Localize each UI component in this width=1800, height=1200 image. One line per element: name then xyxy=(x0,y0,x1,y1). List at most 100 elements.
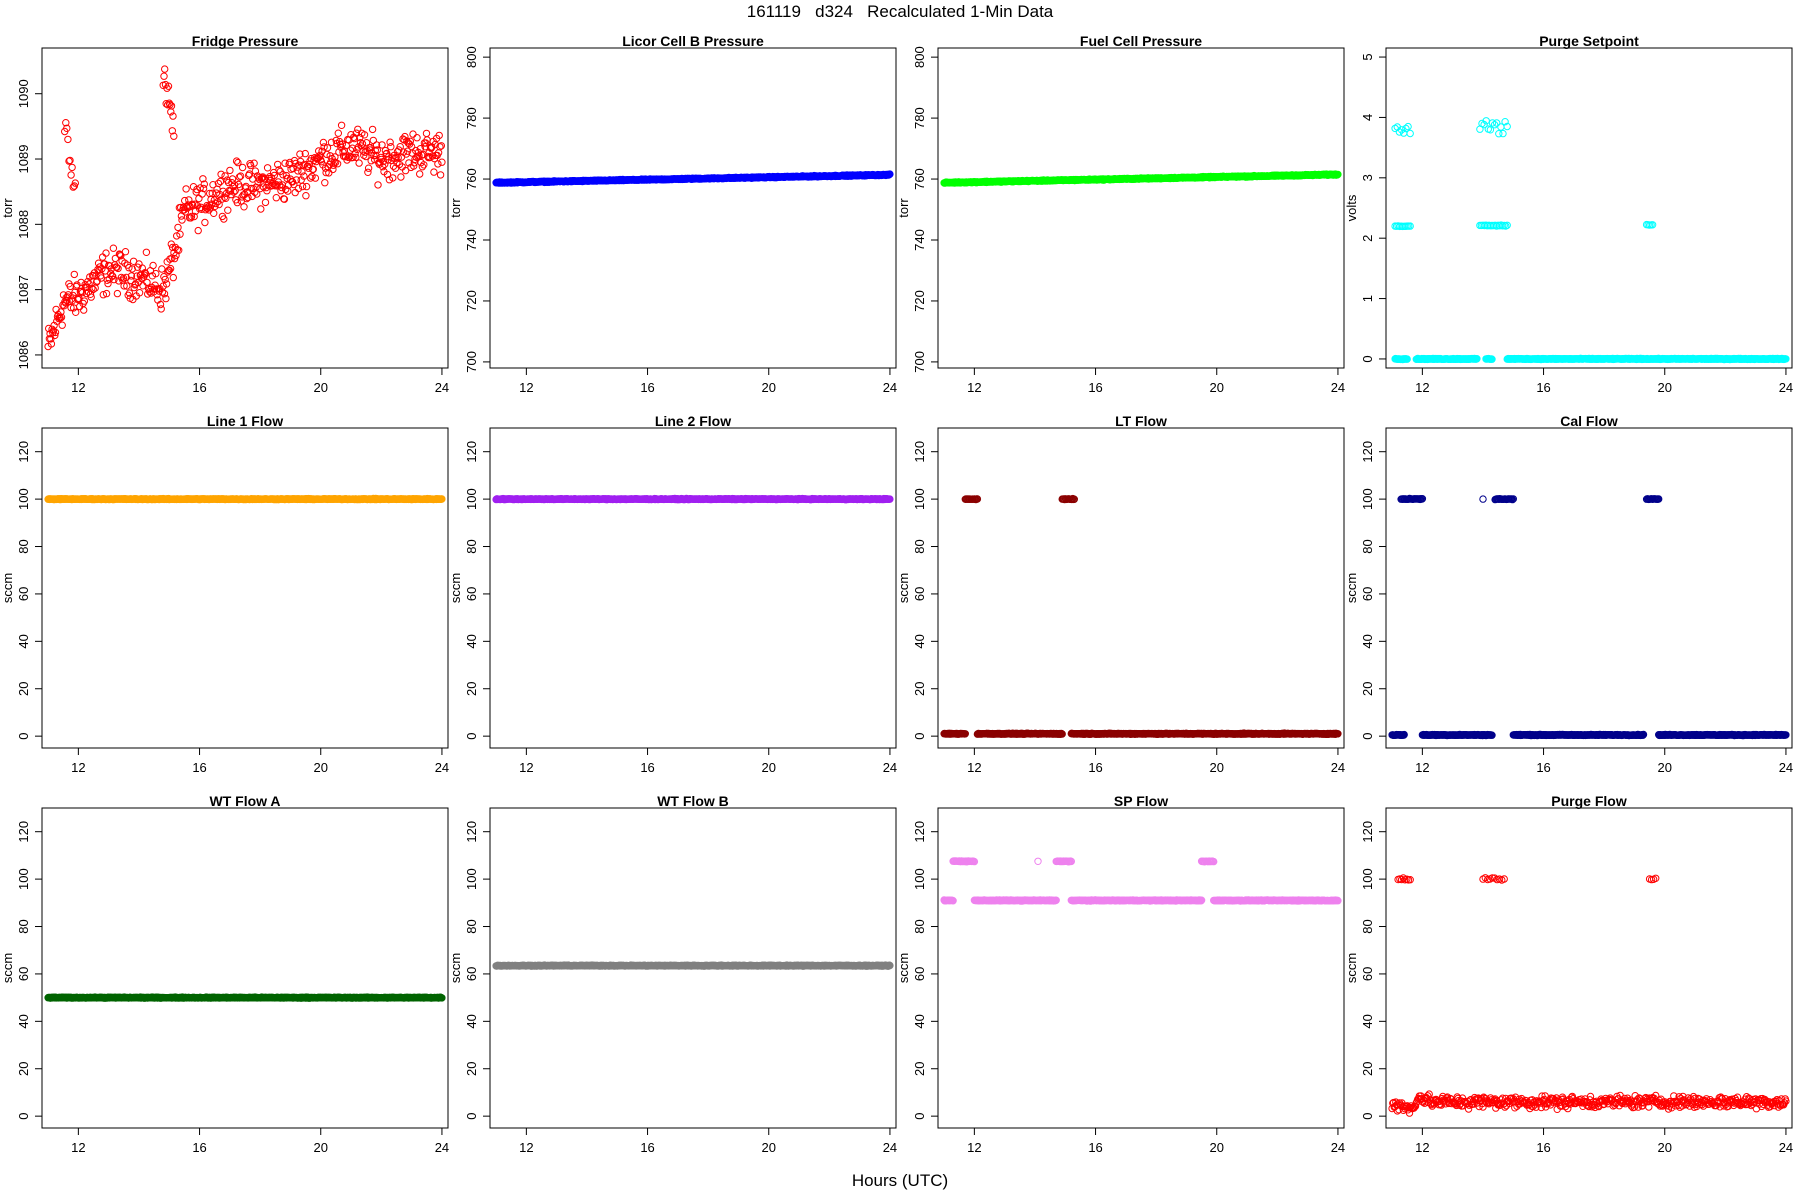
panel-title: Line 1 Flow xyxy=(207,413,283,429)
data-point xyxy=(214,179,223,188)
data-point xyxy=(373,146,381,154)
data-point xyxy=(63,124,71,133)
data-points xyxy=(44,65,446,351)
data-point xyxy=(194,226,202,235)
data-point xyxy=(406,137,414,146)
data-point xyxy=(217,170,225,179)
data-point xyxy=(168,127,177,135)
x-tick-label: 24 xyxy=(1779,380,1793,395)
data-point xyxy=(261,198,270,207)
data-point xyxy=(233,198,242,207)
data-point xyxy=(337,121,346,130)
data-point xyxy=(127,272,136,280)
data-point xyxy=(57,313,66,321)
data-point xyxy=(298,182,307,191)
y-axis-label: sccm xyxy=(896,573,911,603)
data-point xyxy=(302,192,310,200)
data-point xyxy=(135,289,144,297)
data-point xyxy=(434,160,442,168)
data-point xyxy=(418,163,427,171)
data-point xyxy=(88,284,96,292)
x-tick-label: 16 xyxy=(640,760,654,775)
data-point xyxy=(250,159,258,167)
data-point xyxy=(435,131,443,140)
data-point xyxy=(178,216,186,224)
y-tick-label: 120 xyxy=(464,441,479,463)
data-point xyxy=(379,163,387,171)
data-point xyxy=(270,171,278,180)
data-point xyxy=(319,138,328,147)
data-point xyxy=(275,166,283,174)
data-point xyxy=(413,134,421,142)
y-tick-label: 40 xyxy=(16,634,31,648)
data-point xyxy=(206,204,215,212)
y-axis-label: torr xyxy=(0,198,15,218)
data-point xyxy=(92,278,101,286)
y-tick-label: 0 xyxy=(464,733,479,740)
y-tick-label: 740 xyxy=(912,229,927,251)
data-point xyxy=(391,164,400,172)
page-title: 161119 d324 Recalculated 1-Min Data xyxy=(746,2,1054,21)
y-tick-label: 80 xyxy=(16,539,31,553)
y-tick-label: 780 xyxy=(464,107,479,129)
data-point xyxy=(416,170,424,178)
y-tick-label: 120 xyxy=(912,441,927,463)
data-point xyxy=(320,143,328,151)
y-tick-label: 800 xyxy=(912,46,927,68)
data-point xyxy=(389,174,397,182)
y-tick-label: 60 xyxy=(912,587,927,601)
data-point xyxy=(311,174,320,182)
data-point xyxy=(221,172,229,180)
data-point xyxy=(394,153,402,162)
data-point xyxy=(199,175,207,183)
data-point xyxy=(334,129,342,137)
y-tick-label: 80 xyxy=(464,539,479,553)
data-points xyxy=(492,170,894,187)
data-point xyxy=(355,159,363,167)
data-point xyxy=(364,168,372,177)
y-tick-label: 60 xyxy=(464,587,479,601)
y-tick-label: 700 xyxy=(912,351,927,373)
plot-frame xyxy=(489,427,897,749)
data-point xyxy=(152,269,160,278)
data-point xyxy=(87,293,95,301)
y-tick-label: 0 xyxy=(1360,355,1375,362)
data-point xyxy=(216,177,225,186)
data-point xyxy=(110,275,118,284)
data-point xyxy=(344,153,353,162)
data-point xyxy=(306,174,315,182)
y-tick-label: 740 xyxy=(464,229,479,251)
data-point xyxy=(327,138,336,147)
data-point xyxy=(69,183,77,191)
x-tick-label: 12 xyxy=(967,760,981,775)
data-point xyxy=(384,156,392,164)
data-point xyxy=(430,168,438,176)
data-point xyxy=(291,188,299,197)
y-tick-label: 1087 xyxy=(16,275,31,304)
data-point xyxy=(222,194,230,203)
y-tick-label: 20 xyxy=(464,682,479,696)
data-point xyxy=(80,297,89,305)
data-point xyxy=(360,131,369,139)
data-point xyxy=(165,266,174,274)
data-point xyxy=(66,156,74,165)
y-tick-label: 20 xyxy=(912,682,927,696)
data-point xyxy=(276,181,284,189)
data-point xyxy=(212,189,221,197)
data-point xyxy=(410,162,418,170)
y-tick-label: 0 xyxy=(16,733,31,740)
x-tick-label: 24 xyxy=(1331,380,1345,395)
data-point xyxy=(170,132,178,140)
data-point xyxy=(160,290,169,298)
data-point xyxy=(263,187,271,195)
data-point xyxy=(161,275,169,284)
x-tick-label: 20 xyxy=(1658,380,1672,395)
data-point xyxy=(51,328,60,337)
data-point xyxy=(300,172,308,180)
data-point xyxy=(169,273,178,282)
data-point xyxy=(120,282,128,290)
data-point xyxy=(115,250,124,258)
data-point xyxy=(279,171,287,179)
data-points xyxy=(940,170,1342,187)
